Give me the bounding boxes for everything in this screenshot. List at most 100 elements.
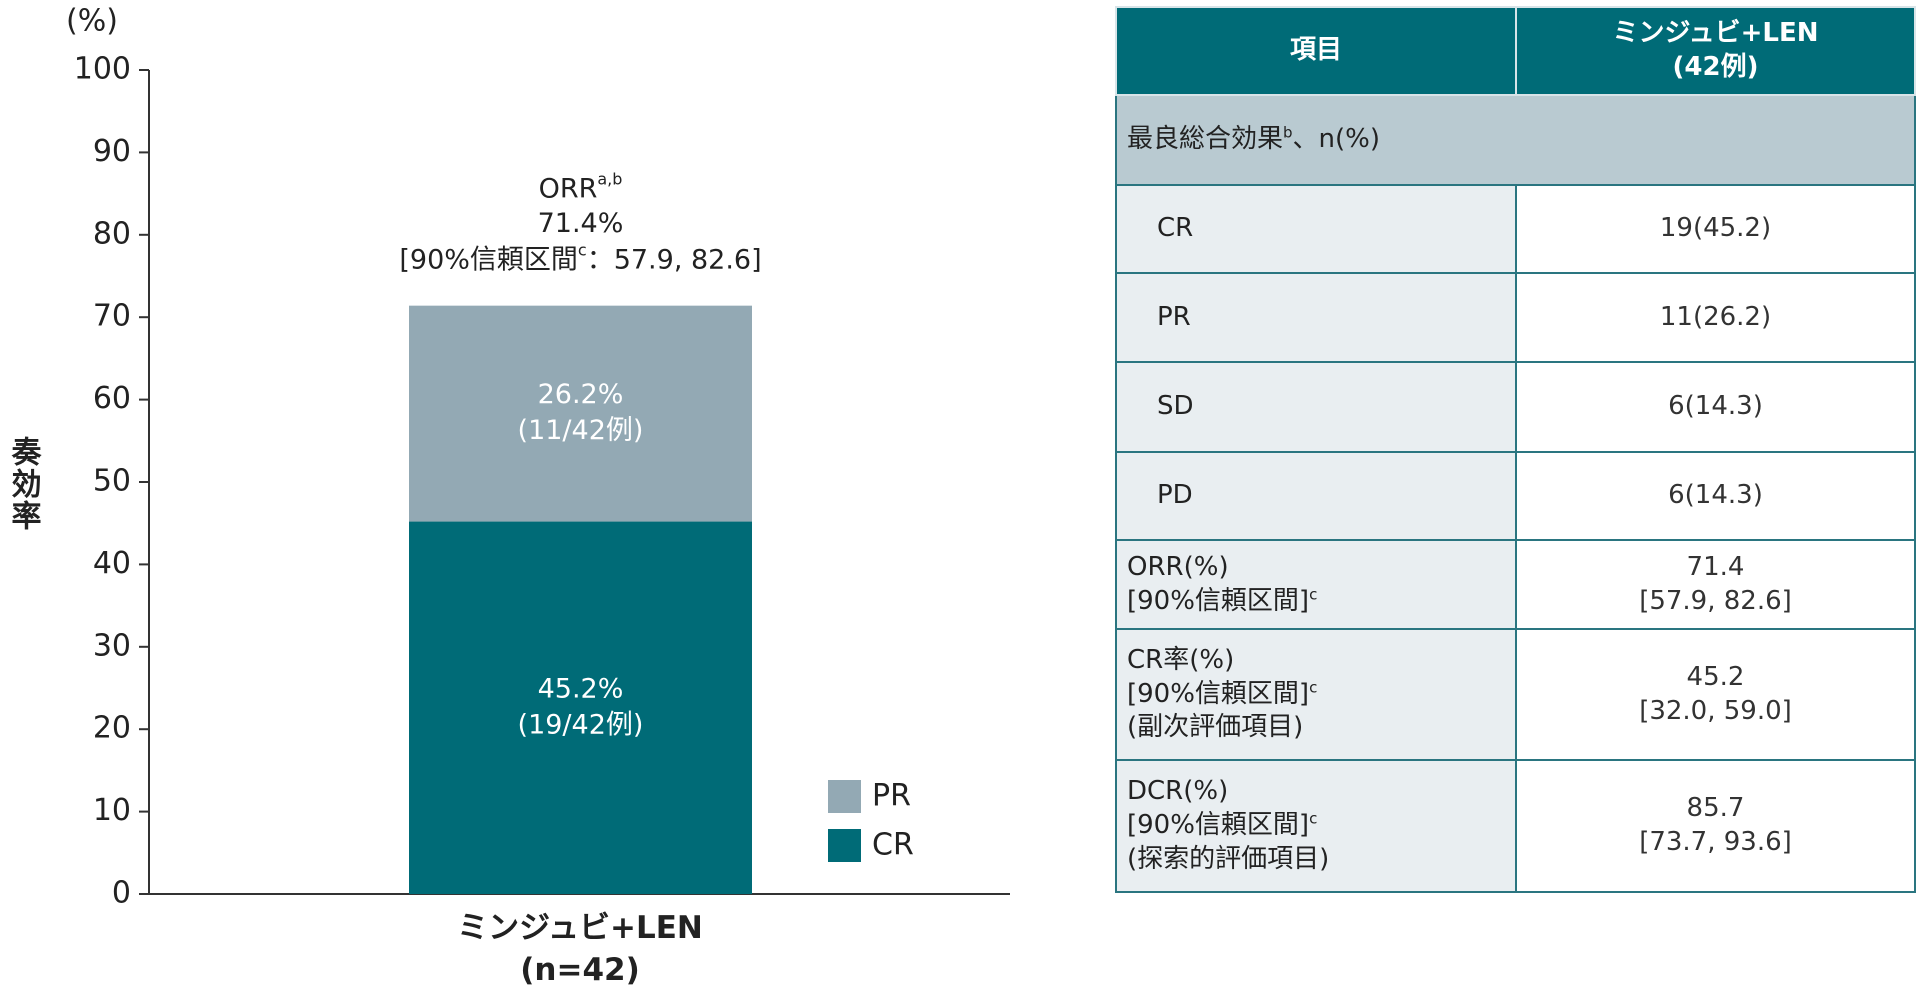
value-line: 19(45.2)	[1659, 213, 1772, 244]
value-line: [57.9, 82.6]	[1639, 585, 1792, 616]
annotation-label: ORR	[539, 173, 598, 204]
segment-value-label: 45.2%	[538, 673, 624, 704]
header-text: ミンジュビ+LEN	[1612, 18, 1819, 49]
y-tick-label: 70	[93, 299, 131, 334]
legend-label: PR	[872, 779, 911, 814]
section-sup: b	[1283, 123, 1293, 142]
section-cell: 最良総合効果b、n(%)	[1115, 94, 1916, 186]
label-text: ORR(%)	[1127, 551, 1229, 582]
label-text: DCR(%)	[1127, 776, 1229, 807]
table-row: CR率(%) [90%信頼区間]c (副次評価項目) 45.2 [32.0, 59.0]	[1115, 628, 1916, 761]
label-line: PR	[1157, 301, 1515, 335]
value-line: 11(26.2)	[1659, 301, 1772, 332]
table-row: PR 11(26.2)	[1115, 272, 1916, 363]
section-row: 最良総合効果b、n(%)	[1115, 94, 1916, 186]
value-line: 6(14.3)	[1668, 391, 1763, 422]
table-row: ORR(%) [90%信頼区間]c 71.4 [57.9, 82.6]	[1115, 539, 1916, 630]
label-line: DCR(%)	[1127, 775, 1515, 809]
section-text: 最良総合効果	[1127, 124, 1284, 155]
label-text: [90%信頼区間]	[1127, 810, 1310, 841]
segment-value-label: 26.2%	[538, 379, 624, 410]
label-sup: c	[1309, 584, 1318, 603]
y-tick-label: 50	[93, 464, 131, 499]
annotation-ci-prefix: [90%信頼区間	[399, 244, 578, 275]
label-text: (探索的評価項目)	[1127, 843, 1330, 874]
label-text: CR	[1157, 213, 1194, 244]
label-line: PD	[1157, 479, 1515, 513]
bar-segment	[409, 305, 752, 522]
label-line: ORR(%)	[1127, 551, 1515, 585]
results-table: 項目 ミンジュビ+LEN (42例) 最良総合効果b、n(%) CR 19(45.2) PR…	[1115, 6, 1916, 893]
label-text: CR率(%)	[1127, 644, 1235, 675]
value-line: 85.7	[1686, 793, 1745, 824]
label-text: PR	[1157, 301, 1191, 332]
annotation-line: [90%信頼区間c：57.9, 82.6]	[399, 241, 761, 276]
value-line: 6(14.3)	[1668, 480, 1763, 511]
header-cell: ミンジュビ+LEN (42例)	[1515, 6, 1916, 96]
y-tick-label: 20	[93, 711, 131, 746]
label-line: (副次評価項目)	[1127, 711, 1515, 745]
row-label: CR率(%) [90%信頼区間]c (副次評価項目)	[1115, 628, 1517, 761]
header-text: 項目	[1289, 35, 1342, 66]
row-value: 11(26.2)	[1515, 272, 1916, 363]
unit-label: (%)	[66, 4, 118, 39]
row-value: 19(45.2)	[1515, 184, 1916, 274]
row-label: SD	[1115, 361, 1517, 453]
row-label: CR	[1115, 184, 1517, 274]
value-line: 71.4	[1686, 551, 1745, 582]
y-tick-label: 90	[93, 134, 131, 169]
segment-count-label: (19/42例)	[518, 709, 644, 740]
row-value: 45.2 [32.0, 59.0]	[1515, 628, 1916, 761]
label-line: [90%信頼区間]c	[1127, 678, 1515, 712]
row-label: PD	[1115, 451, 1517, 541]
legend-swatch	[828, 829, 861, 862]
y-tick-label: 60	[93, 381, 131, 416]
table-row: SD 6(14.3)	[1115, 361, 1916, 453]
row-label: PR	[1115, 272, 1517, 363]
label-line: [90%信頼区間]c	[1127, 809, 1515, 843]
annotation-line: ORRa,b	[539, 170, 623, 205]
y-tick-label: 100	[74, 52, 131, 87]
y-tick-label: 40	[93, 546, 131, 581]
label-sup: c	[1309, 677, 1318, 696]
label-line: CR率(%)	[1127, 644, 1515, 678]
annotation-value: 71.4%	[538, 208, 624, 239]
row-label: DCR(%) [90%信頼区間]c (探索的評価項目)	[1115, 759, 1517, 893]
y-tick-label: 80	[93, 216, 131, 251]
label-text: SD	[1157, 391, 1194, 422]
bar-segment	[409, 521, 752, 894]
label-text: PD	[1157, 480, 1193, 511]
label-line: CR	[1157, 212, 1515, 246]
row-value: 6(14.3)	[1515, 361, 1916, 453]
row-value: 85.7 [73.7, 93.6]	[1515, 759, 1916, 893]
label-line: (探索的評価項目)	[1127, 843, 1515, 877]
y-tick-label: 30	[93, 628, 131, 663]
x-category-label: ミンジュビ+LEN (n=42)	[457, 910, 703, 988]
label-line: SD	[1157, 390, 1515, 424]
label-sup: c	[1309, 809, 1318, 828]
row-label: ORR(%) [90%信頼区間]c	[1115, 539, 1517, 630]
label-text: (副次評価項目)	[1127, 712, 1304, 743]
row-value: 71.4 [57.9, 82.6]	[1515, 539, 1916, 630]
table-row: DCR(%) [90%信頼区間]c (探索的評価項目) 85.7 [73.7, 93.6…	[1115, 759, 1916, 893]
table-row: PD 6(14.3)	[1115, 451, 1916, 541]
legend-label: CR	[872, 828, 914, 863]
label-text: [90%信頼区間]	[1127, 678, 1310, 709]
label-text: [90%信頼区間]	[1127, 585, 1310, 616]
header-cell: 項目	[1115, 6, 1517, 96]
value-line: [73.7, 93.6]	[1639, 827, 1792, 857]
value-line: 45.2	[1686, 661, 1745, 692]
segment-count-label: (11/42例)	[518, 415, 644, 446]
label-line: [90%信頼区間]c	[1127, 585, 1515, 619]
y-tick-label: 10	[93, 793, 131, 828]
header-row: 項目 ミンジュビ+LEN (42例)	[1115, 6, 1916, 96]
header-text: (42例)	[1672, 52, 1759, 82]
annotation-sup: a,b	[597, 170, 622, 189]
y-axis-label: 奏効率	[6, 436, 42, 532]
section-after: 、n(%)	[1292, 124, 1381, 155]
table-row: CR 19(45.2)	[1115, 184, 1916, 274]
value-line: [32.0, 59.0]	[1639, 695, 1792, 726]
row-value: 6(14.3)	[1515, 451, 1916, 541]
